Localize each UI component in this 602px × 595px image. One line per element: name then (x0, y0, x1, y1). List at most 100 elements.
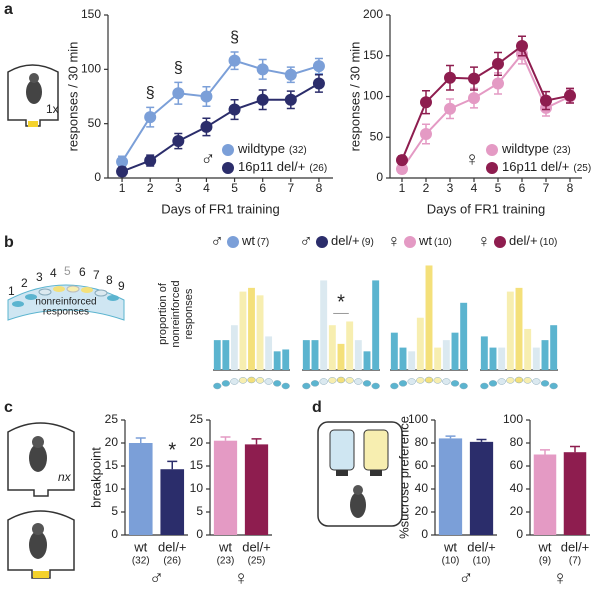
legend-name: del/+ (331, 233, 360, 248)
sex-symbol: ♂ (149, 567, 164, 589)
y-tick-label: 5 (111, 504, 118, 518)
port-number: 5 (64, 264, 71, 278)
sex-symbol: ♂ (201, 148, 216, 170)
y-tick-label: 200 (363, 7, 383, 21)
y-tick-label: 0 (421, 527, 428, 541)
error-bar (135, 437, 146, 443)
error-bar (570, 445, 580, 453)
bar (328, 325, 336, 370)
bar (265, 336, 273, 370)
sex-symbol: ♀ (553, 567, 568, 589)
y-tick-label: 20 (415, 504, 429, 518)
panel-letter: d (312, 399, 322, 416)
data-point (564, 89, 576, 102)
x-tick-n: (25) (248, 556, 266, 567)
y-axis-label: %sucrose preference (396, 416, 411, 539)
x-tick-label: del/+ (561, 539, 590, 554)
y-tick-label: 25 (105, 412, 119, 426)
data-point (492, 57, 504, 70)
bar (346, 321, 354, 370)
y-tick-label: 100 (408, 412, 428, 426)
y-tick-label: 40 (510, 481, 524, 495)
x-tick-n: (10) (442, 556, 460, 567)
x-tick-label: wt (218, 539, 232, 554)
y-tick-label: 100 (503, 412, 523, 426)
x-tick-n: (9) (539, 556, 551, 567)
operant-box: 1x (7, 64, 59, 127)
legend-name: wt (418, 233, 432, 248)
legend-name: 16p11 del/+ (502, 159, 569, 174)
bar (213, 440, 238, 535)
y-tick-label: 150 (363, 48, 383, 62)
y-tick-label: 0 (94, 170, 101, 184)
bar (399, 347, 407, 370)
legend-name: wildtype (237, 141, 285, 156)
port-icon (497, 378, 506, 385)
legend-n: (26) (309, 163, 327, 174)
two-bottle-cage (317, 421, 403, 527)
data-point (172, 135, 185, 148)
bar (506, 291, 514, 370)
port-icon (450, 380, 460, 387)
data-point (468, 92, 480, 105)
port-number: 4 (50, 266, 57, 280)
data-point (468, 72, 480, 85)
data-point (116, 165, 129, 178)
bar (442, 340, 450, 370)
legend-marker (486, 162, 498, 174)
legend-label: del/+ (9) (331, 233, 374, 248)
x-tick-label: 4 (471, 181, 478, 195)
x-tick-label: 5 (231, 181, 238, 195)
port-icon (221, 380, 230, 387)
legend-symbol: ♂ (210, 231, 224, 251)
port-number: 3 (36, 270, 43, 284)
y-axis-label: nonreinforced (170, 280, 182, 347)
port-icon (281, 382, 290, 390)
y-tick-label: 15 (105, 458, 119, 472)
y-tick-label: 50 (370, 129, 384, 143)
port-wall: 1 2 3 4 5 6 7 8 9 nonreinforced response… (7, 264, 125, 321)
port-number: 2 (21, 276, 28, 290)
y-tick-label: 0 (376, 170, 383, 184)
port-number: 1 (8, 284, 15, 298)
legend-n: (10) (434, 237, 452, 248)
data-point (492, 77, 504, 90)
y-tick-label: 80 (510, 435, 524, 449)
legend-label: wildtype (23) (501, 141, 571, 156)
bar (434, 347, 442, 370)
error-bar (445, 435, 456, 439)
panel-letter: b (4, 234, 14, 251)
annotation: § (230, 29, 239, 46)
x-tick-label: 2 (147, 181, 154, 195)
port-icon (488, 380, 498, 387)
data-point (312, 77, 325, 90)
bar (248, 287, 255, 370)
bar (498, 347, 506, 370)
y-tick-label: 60 (510, 458, 524, 472)
bar (408, 351, 416, 370)
port-icon (416, 377, 425, 384)
port-icon (407, 378, 416, 385)
legend-marker (222, 162, 234, 174)
operant-box: nx (7, 422, 75, 579)
data-point (256, 63, 269, 76)
error-bar (251, 438, 262, 445)
data-point (228, 54, 241, 67)
bar (302, 340, 310, 370)
sex-symbol: ♂ (459, 567, 474, 589)
data-point (172, 87, 185, 100)
x-tick-label: 1 (119, 181, 126, 195)
port-icon (459, 382, 468, 390)
port-icon (255, 377, 265, 384)
bar (213, 340, 221, 370)
x-tick-label: 7 (287, 181, 294, 195)
x-tick-label: 1 (399, 181, 406, 195)
port-icon (328, 377, 337, 384)
x-tick-label: 2 (423, 181, 430, 195)
error-bar (220, 436, 231, 441)
data-point (420, 96, 432, 109)
port-number: 7 (93, 268, 100, 282)
x-tick-label: 7 (543, 181, 550, 195)
x-axis-label: Days of FR1 training (161, 201, 280, 216)
